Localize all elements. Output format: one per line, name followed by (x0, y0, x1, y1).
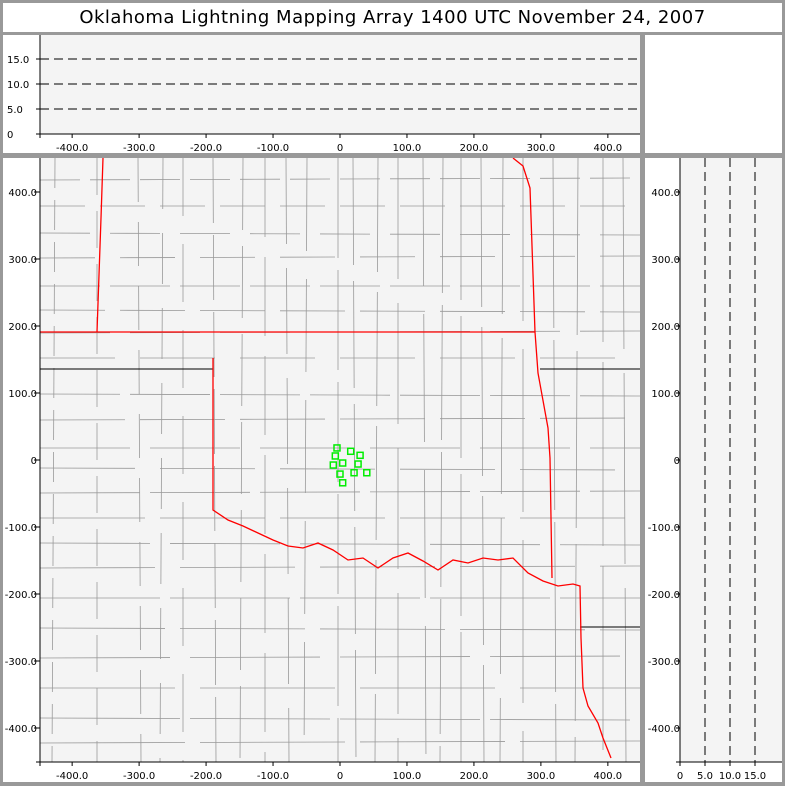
y-tick-label: 0 (674, 456, 680, 467)
lightning-source-point (356, 451, 364, 460)
state-border-red (96, 157, 104, 333)
county-border (439, 157, 444, 763)
county-border (212, 157, 217, 763)
y-tick-label: 5.0 (7, 105, 23, 116)
county-border (499, 157, 504, 763)
lightning-source-point (350, 468, 358, 477)
y-tick-label: 100.0 (651, 389, 680, 400)
x-tick-label: -300.0 (123, 771, 155, 782)
y-tick-label: 400.0 (8, 188, 37, 199)
x-tick-label: -300.0 (123, 143, 155, 153)
lightning-source-point (338, 459, 347, 467)
county-border (39, 717, 641, 721)
lightning-source-point (329, 461, 338, 469)
county-border (39, 627, 641, 631)
y-tick-label: 0 (7, 130, 13, 141)
lightning-source-point (331, 452, 340, 460)
county-border (39, 565, 641, 569)
county-border (303, 157, 308, 763)
county-border (39, 417, 641, 421)
y-tick-label: 15.0 (7, 55, 29, 66)
x-tick-label: 200.0 (460, 143, 489, 153)
x-tick-label: 0 (337, 771, 343, 782)
county-border (137, 157, 142, 763)
county-border (622, 157, 627, 763)
y-tick-label: -400.0 (5, 724, 37, 735)
y-tick-label: -200.0 (648, 590, 680, 601)
x-tick-label: 200.0 (460, 771, 489, 782)
plot-area (680, 158, 782, 762)
x-tick-label: -400.0 (56, 771, 88, 782)
county-border (374, 157, 379, 763)
county-border (352, 157, 357, 763)
x-tick-label: 400.0 (594, 143, 623, 153)
chart-title: Oklahoma Lightning Mapping Array 1400 UT… (3, 3, 782, 32)
x-tick-label: 400.0 (594, 771, 623, 782)
y-tick-label: 300.0 (8, 255, 37, 266)
state-border-red (512, 157, 553, 579)
y-tick-label: -300.0 (648, 657, 680, 668)
x-tick-label: 300.0 (527, 143, 556, 153)
x-tick-label: 300.0 (527, 771, 556, 782)
county-border (39, 490, 641, 494)
y-tick-label: -100.0 (5, 523, 37, 534)
plan-view-panel: -400.0 -300.0 -200.0 -100.0 0 100.0 200.0 300.0… (3, 157, 641, 782)
x-tick-label: -400.0 (56, 143, 88, 153)
y-tick-label: -200.0 (5, 590, 37, 601)
y-tick-label: -400.0 (648, 724, 680, 735)
county-border (39, 393, 641, 397)
county-border (422, 157, 427, 763)
county-border (239, 157, 244, 763)
lightning-source-point (336, 470, 344, 478)
lightning-source-point (363, 468, 371, 477)
county-border (39, 255, 641, 259)
county-border (39, 309, 641, 313)
x-tick-label: 0 (337, 143, 343, 153)
y-tick-label: 10.0 (7, 80, 29, 91)
y-tick-label: 400.0 (651, 188, 680, 199)
county-border (39, 542, 641, 546)
x-tick-label: 5.0 (697, 771, 713, 782)
lightning-source-point (346, 447, 355, 456)
x-tick-label: 10.0 (719, 771, 741, 782)
x-tick-label: 100.0 (393, 143, 422, 153)
lightning-source-point (354, 460, 362, 468)
altitude-panel: 0 5.0 10.0 15.0 -400.0 -300.0 -200.0 -100.0 0 100… (3, 35, 640, 154)
x-tick-label: -100.0 (257, 771, 289, 782)
county-border (285, 157, 290, 763)
empty-corner-panel (645, 35, 782, 153)
county-border (39, 232, 641, 236)
x-tick-label: 100.0 (393, 771, 422, 782)
county-border (39, 740, 641, 744)
county-border (39, 177, 641, 181)
y-tick-label: 200.0 (651, 322, 680, 333)
y-tick-label: -100.0 (648, 523, 680, 534)
lightning-source-point (333, 444, 341, 452)
x-tick-label: 15.0 (744, 771, 766, 782)
county-border (39, 655, 641, 659)
x-tick-label: 0 (677, 771, 683, 782)
county-border (51, 157, 56, 763)
y-tick-label: -300.0 (5, 657, 37, 668)
county-border (574, 157, 579, 763)
x-tick-label: -200.0 (190, 771, 222, 782)
county-border (39, 467, 641, 471)
x-tick-label: -100.0 (257, 143, 289, 153)
lightning-source-point (338, 479, 347, 487)
county-border (480, 157, 485, 763)
y-tick-label: 0 (31, 456, 37, 467)
ns-altitude-panel: -400.0 -300.0 -200.0 -100.0 0 100.0 200.0 300.0… (645, 158, 782, 782)
county-border (159, 157, 164, 763)
county-border (552, 157, 557, 763)
x-tick-label: -200.0 (190, 143, 222, 153)
y-tick-label: 200.0 (8, 322, 37, 333)
y-tick-label: 100.0 (8, 389, 37, 400)
y-tick-label: 300.0 (651, 255, 680, 266)
state-border-red (212, 358, 612, 759)
